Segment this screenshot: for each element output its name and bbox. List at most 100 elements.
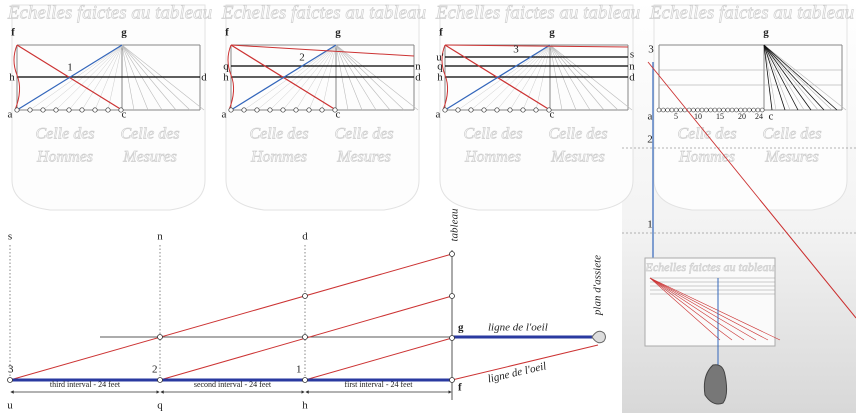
bottom-label: u bbox=[7, 400, 13, 412]
panel-title: Echelles faictes au tableau bbox=[221, 2, 426, 23]
point-label: s bbox=[630, 49, 634, 61]
caption: Celle des bbox=[463, 126, 522, 143]
point-label: 20 bbox=[738, 112, 746, 121]
caption: Hommes bbox=[36, 149, 93, 166]
node bbox=[158, 335, 163, 340]
interval-label: third interval - 24 feet bbox=[50, 380, 121, 389]
point-label: 3 bbox=[513, 44, 519, 56]
point-label: d bbox=[201, 72, 207, 84]
node bbox=[307, 108, 311, 112]
point-label: f bbox=[225, 27, 229, 39]
point-num: 1 bbox=[296, 364, 302, 376]
node bbox=[495, 108, 499, 112]
node bbox=[106, 108, 110, 112]
point-label: a bbox=[436, 109, 441, 121]
node bbox=[704, 108, 708, 112]
caption: Mesures bbox=[550, 149, 605, 166]
bottom-label: q bbox=[157, 400, 163, 412]
node bbox=[450, 336, 455, 341]
caption: Mesures bbox=[122, 149, 177, 166]
g-label: g bbox=[458, 322, 464, 334]
node bbox=[726, 108, 730, 112]
top-label: s bbox=[8, 231, 12, 243]
node bbox=[67, 108, 71, 112]
point-label: d bbox=[629, 72, 635, 84]
caption: Celle des bbox=[249, 126, 308, 143]
point-label: a bbox=[8, 109, 13, 121]
panel-title: Echelles faictes au tableau bbox=[435, 2, 640, 23]
line bbox=[10, 254, 452, 380]
panel-title: Echelles faictes au tableau bbox=[649, 2, 854, 23]
node bbox=[303, 378, 308, 383]
node bbox=[54, 108, 58, 112]
point-label: g bbox=[121, 27, 127, 39]
point-label: d bbox=[415, 72, 421, 84]
node bbox=[294, 108, 298, 112]
node bbox=[508, 108, 512, 112]
point-num: 2 bbox=[152, 364, 158, 376]
node bbox=[320, 108, 324, 112]
point-label: 24 bbox=[755, 112, 763, 121]
node bbox=[657, 108, 661, 112]
point-label: 2 bbox=[299, 52, 305, 64]
point-label: 15 bbox=[716, 112, 724, 121]
node bbox=[443, 108, 447, 112]
node bbox=[255, 108, 259, 112]
caption: Mesures bbox=[764, 149, 819, 166]
node bbox=[80, 108, 84, 112]
point-label: a bbox=[648, 111, 653, 123]
top-label: n bbox=[157, 231, 163, 243]
point-label: h bbox=[223, 72, 229, 84]
shield bbox=[654, 5, 847, 210]
node bbox=[482, 108, 486, 112]
point-label: c bbox=[336, 109, 341, 121]
eye bbox=[592, 331, 606, 343]
point-label: c bbox=[550, 109, 555, 121]
point-label: h bbox=[9, 72, 15, 84]
point-label: f bbox=[11, 27, 15, 39]
point-label: h bbox=[437, 72, 443, 84]
node bbox=[450, 294, 455, 299]
figure: Echelles faictes au tableau Celle des Cell… bbox=[0, 0, 856, 413]
node bbox=[303, 335, 308, 340]
node bbox=[8, 378, 13, 383]
node bbox=[450, 378, 455, 383]
point-label: g bbox=[763, 27, 769, 39]
side-label: 3 bbox=[648, 44, 654, 56]
panel-title: Echelles faictes au tableau bbox=[7, 2, 212, 23]
bottom-label: h bbox=[302, 400, 308, 412]
node bbox=[709, 108, 713, 112]
point-label: c bbox=[122, 109, 127, 121]
panel: Echelles faictes au tableauCelle desCell… bbox=[7, 2, 212, 210]
caption: Celle des bbox=[334, 126, 393, 143]
caption: Mesures bbox=[336, 149, 391, 166]
caption: Hommes bbox=[464, 149, 521, 166]
interval-label: first interval - 24 feet bbox=[345, 380, 414, 389]
node bbox=[281, 108, 285, 112]
point-label: f bbox=[439, 27, 443, 39]
node bbox=[469, 108, 473, 112]
node bbox=[456, 108, 460, 112]
line bbox=[305, 338, 452, 380]
tableau-label: tableau bbox=[449, 208, 461, 241]
node bbox=[679, 108, 683, 112]
point-label: 5 bbox=[674, 112, 678, 121]
node bbox=[229, 108, 233, 112]
node bbox=[93, 108, 97, 112]
node bbox=[661, 108, 665, 112]
caption: Celle des bbox=[762, 126, 821, 143]
node bbox=[242, 108, 246, 112]
node bbox=[521, 108, 525, 112]
plan-label: plan d'assiete bbox=[592, 255, 604, 316]
caption: Hommes bbox=[678, 149, 735, 166]
node bbox=[28, 108, 32, 112]
node bbox=[268, 108, 272, 112]
node bbox=[534, 108, 538, 112]
point-label: g bbox=[335, 27, 341, 39]
panel: Echelles faictes au tableauCelle desCell… bbox=[435, 2, 640, 210]
top-label: d bbox=[302, 231, 308, 243]
interval-label: second interval - 24 feet bbox=[194, 380, 272, 389]
side-label: 2 bbox=[647, 134, 653, 146]
node bbox=[303, 294, 308, 299]
